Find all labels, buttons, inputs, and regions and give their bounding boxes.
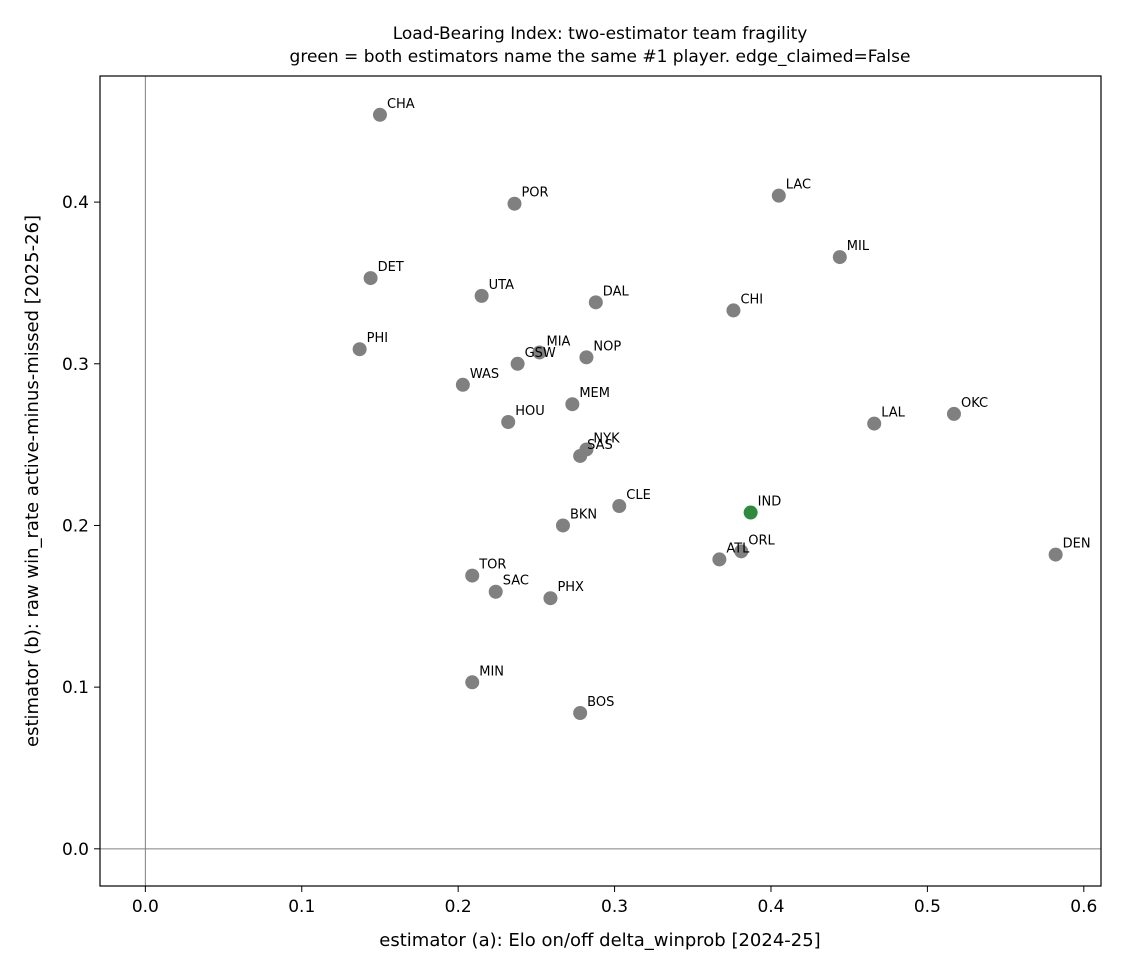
plot-frame bbox=[99, 75, 1102, 887]
point-label-lac: LAC bbox=[786, 178, 811, 193]
data-point-det bbox=[363, 271, 378, 286]
point-label-gsw: GSW bbox=[525, 346, 556, 361]
point-label-okc: OKC bbox=[961, 396, 988, 411]
y-tick-label: 0.2 bbox=[62, 516, 89, 536]
data-point-mil bbox=[832, 250, 847, 265]
point-label-hou: HOU bbox=[515, 404, 545, 419]
point-label-nop: NOP bbox=[593, 339, 621, 354]
point-label-nyk: NYK bbox=[593, 431, 620, 446]
y-tick-label: 0.0 bbox=[62, 840, 89, 860]
data-point-bos bbox=[573, 706, 588, 721]
point-label-sas: SAS bbox=[587, 438, 613, 453]
x-axis-label: estimator (a): Elo on/off delta_winprob … bbox=[379, 930, 820, 951]
point-label-was: WAS bbox=[470, 367, 499, 382]
data-point-phi bbox=[352, 342, 367, 357]
chart-subtitle: green = both estimators name the same #1… bbox=[290, 47, 911, 67]
data-point-gsw bbox=[510, 356, 525, 371]
point-label-det: DET bbox=[378, 260, 404, 275]
data-point-chi bbox=[726, 303, 741, 318]
x-tick-label: 0.2 bbox=[445, 897, 472, 917]
point-label-min: MIN bbox=[479, 664, 504, 679]
data-point-tor bbox=[465, 568, 480, 583]
data-point-uta bbox=[474, 288, 489, 303]
point-label-atl: ATL bbox=[726, 541, 750, 556]
data-point-okc bbox=[946, 406, 961, 421]
point-label-uta: UTA bbox=[489, 278, 514, 293]
data-point-atl bbox=[712, 552, 727, 567]
x-tick-label: 0.0 bbox=[132, 897, 159, 917]
data-point-min bbox=[465, 675, 480, 690]
point-label-den: DEN bbox=[1063, 537, 1091, 552]
data-point-sas bbox=[573, 448, 588, 463]
data-point-lal bbox=[867, 416, 882, 431]
y-axis-label: estimator (b): raw win_rate active-minus… bbox=[22, 215, 43, 747]
data-point-den bbox=[1048, 547, 1063, 562]
y-tick-label: 0.3 bbox=[62, 355, 89, 375]
data-point-lac bbox=[771, 188, 786, 203]
point-label-por: POR bbox=[521, 186, 548, 201]
data-point-bkn bbox=[555, 518, 570, 533]
y-tick-label: 0.1 bbox=[62, 678, 89, 698]
data-point-sac bbox=[488, 584, 503, 599]
data-point-orl bbox=[734, 544, 749, 559]
point-label-cle: CLE bbox=[626, 488, 651, 503]
point-label-orl: ORL bbox=[748, 533, 775, 548]
x-tick-label: 0.3 bbox=[601, 897, 628, 917]
point-label-ind: IND bbox=[758, 495, 782, 510]
point-label-sac: SAC bbox=[503, 574, 529, 589]
point-label-bos: BOS bbox=[587, 695, 614, 710]
data-points bbox=[352, 107, 1063, 721]
data-point-por bbox=[507, 196, 522, 211]
point-label-mil: MIL bbox=[847, 239, 870, 254]
point-label-chi: CHI bbox=[740, 292, 763, 307]
data-point-mia bbox=[532, 345, 547, 360]
point-label-mem: MEM bbox=[579, 386, 610, 401]
point-label-lal: LAL bbox=[881, 406, 905, 421]
data-point-cle bbox=[612, 499, 627, 514]
x-axis: 0.0 0.1 0.2 0.3 0.4 0.5 0.6 bbox=[132, 886, 1097, 917]
x-tick-label: 0.5 bbox=[914, 897, 941, 917]
point-label-phx: PHX bbox=[557, 580, 584, 595]
point-label-phi: PHI bbox=[367, 331, 388, 346]
data-point-cha bbox=[372, 107, 387, 122]
x-tick-label: 0.4 bbox=[757, 897, 784, 917]
data-point-ind bbox=[743, 505, 758, 520]
point-label-tor: TOR bbox=[478, 558, 506, 573]
point-label-mia: MIA bbox=[547, 334, 571, 349]
point-label-bkn: BKN bbox=[570, 507, 597, 522]
reference-lines bbox=[100, 76, 1101, 886]
point-label-dal: DAL bbox=[603, 284, 630, 299]
point-label-cha: CHA bbox=[387, 97, 415, 112]
data-point-was bbox=[455, 377, 470, 392]
y-tick-label: 0.4 bbox=[62, 193, 89, 213]
data-point-dal bbox=[588, 295, 603, 310]
chart-title: Load-Bearing Index: two-estimator team f… bbox=[393, 24, 808, 44]
x-tick-label: 0.1 bbox=[288, 897, 315, 917]
data-point-nop bbox=[579, 350, 594, 365]
x-tick-label: 0.6 bbox=[1070, 897, 1097, 917]
data-point-phx bbox=[543, 591, 558, 606]
y-axis: 0.0 0.1 0.2 0.3 0.4 bbox=[62, 193, 100, 860]
data-point-hou bbox=[501, 414, 516, 429]
data-point-mem bbox=[565, 397, 580, 412]
